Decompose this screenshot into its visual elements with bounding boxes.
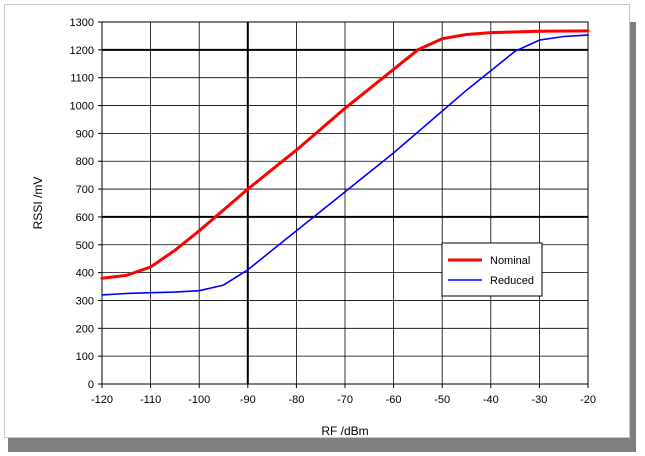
x-tick-label: -60: [386, 394, 402, 406]
y-tick-label: 1300: [70, 17, 94, 29]
y-tick-label: 1100: [70, 73, 94, 85]
y-tick-label: 200: [76, 323, 94, 335]
x-tick-label: -20: [580, 394, 596, 406]
y-tick-label: 600: [76, 212, 94, 224]
y-tick-label: 800: [76, 156, 94, 168]
y-tick-label: 100: [76, 351, 94, 363]
y-tick-label: 300: [76, 295, 94, 307]
legend-box: [441, 242, 543, 297]
series-line-reduced: [101, 34, 589, 296]
series-line-nominal: [100, 29, 590, 280]
y-tick-label: 1000: [70, 101, 94, 113]
x-tick-label: -120: [91, 394, 113, 406]
y-tick-label: 1200: [70, 45, 94, 57]
x-tick-label: -80: [288, 394, 304, 406]
x-tick-label: -50: [434, 394, 450, 406]
y-axis-label: RSSI /mV: [31, 177, 45, 230]
x-tick-label: -30: [531, 394, 547, 406]
y-tick-label: 500: [76, 240, 94, 252]
x-axis-label: RF /dBm: [321, 424, 368, 438]
x-tick-label: -70: [337, 394, 353, 406]
x-tick-label: -110: [140, 394, 161, 406]
x-tick-label: -90: [240, 394, 256, 406]
y-tick-label: 400: [76, 268, 94, 280]
y-tick-label: 0: [88, 379, 94, 391]
x-tick-label: -40: [483, 394, 499, 406]
y-tick-label: 900: [76, 128, 94, 140]
y-tick-label: 700: [76, 184, 94, 196]
legend-label-reduced: Reduced: [490, 275, 534, 287]
legend-label-nominal: Nominal: [490, 255, 530, 267]
x-tick-label: -100: [188, 394, 210, 406]
